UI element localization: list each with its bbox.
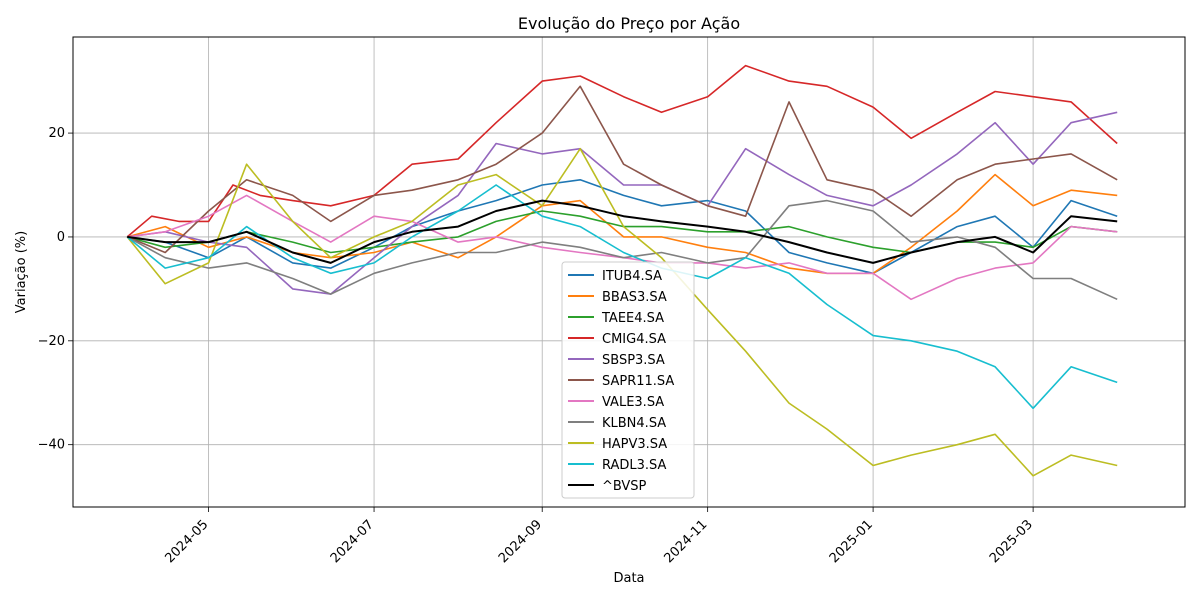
series-line-cmig4-sa: [126, 64, 1118, 238]
legend-label-sbsp3-sa: SBSP3.SA: [602, 353, 665, 368]
series-lines: [126, 64, 1118, 477]
legend-label-bbas3-sa: BBAS3.SA: [602, 290, 667, 305]
y-tick-label: −20: [38, 334, 65, 349]
y-tick-label: 0: [57, 230, 65, 245]
legend-label-vale3-sa: VALE3.SA: [602, 395, 664, 410]
series-line-radl3-sa: [126, 184, 1118, 410]
series-line-bvsp: [127, 199, 1118, 264]
series-line-sbsp3-sa: [127, 111, 1118, 295]
legend-label-klbn4-sa: KLBN4.SA: [602, 416, 666, 431]
legend-label-radl3-sa: RADL3.SA: [602, 458, 667, 473]
series-line-hapv3-sa: [126, 147, 1118, 477]
legend-label-taee4-sa: TAEE4.SA: [601, 311, 664, 326]
chart-title: Evolução do Preço por Ação: [518, 14, 740, 33]
series-line-klbn4-sa: [126, 199, 1118, 301]
legend-label-sapr11-sa: SAPR11.SA: [602, 374, 674, 389]
y-axis-ticks: −40 −20 0 20: [38, 126, 73, 453]
series-line-sapr11-sa: [126, 85, 1118, 254]
legend-items: ITUB4.SA BBAS3.SA TAEE4.SA CMIG4.SA SBSP3.SA…: [568, 269, 674, 494]
legend: ITUB4.SA BBAS3.SA TAEE4.SA CMIG4.SA SBSP3.SA…: [561, 261, 695, 499]
legend-label-itub4-sa: ITUB4.SA: [602, 269, 662, 284]
legend-label-cmig4-sa: CMIG4.SA: [602, 332, 666, 347]
y-axis-label: Variação (%): [14, 231, 29, 313]
legend-box: [561, 261, 695, 499]
plot-frame: [72, 36, 1186, 508]
legend-label-hapv3-sa: HAPV3.SA: [602, 437, 667, 452]
y-tick-label: −40: [38, 438, 65, 453]
y-tick-label: 20: [48, 126, 65, 141]
x-axis-label: Data: [613, 571, 644, 586]
legend-label-bvsp: ^BVSP: [602, 479, 647, 494]
series-line-itub4-sa: [127, 179, 1118, 275]
